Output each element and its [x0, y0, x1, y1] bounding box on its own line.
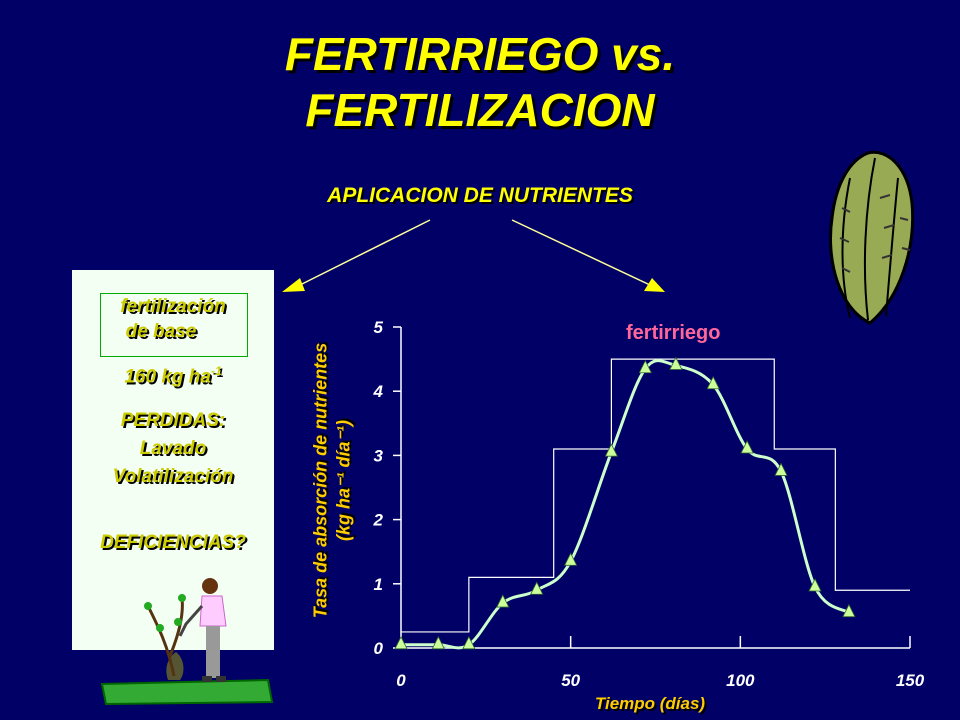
- data-point-marker: [462, 635, 476, 650]
- y-tick-label: 4: [373, 382, 384, 401]
- loss-volatilization: Volatilización: [112, 466, 234, 487]
- data-point-marker: [530, 581, 544, 595]
- data-point-marker: [564, 552, 578, 566]
- data-point-marker: [808, 578, 822, 592]
- y-axis-label-line-1: Tasa de absorción de nutrientes: [310, 342, 331, 619]
- x-tick-label: 50: [561, 671, 580, 690]
- deficiencies-question: DEFICIENCIAS?: [100, 532, 246, 553]
- box-line-1: fertilización: [120, 296, 226, 317]
- base-fertilization-box: [100, 293, 248, 357]
- x-tick-label: 100: [726, 671, 755, 690]
- y-tick-label: 0: [374, 639, 384, 658]
- data-point-marker: [669, 356, 683, 370]
- data-point-marker: [774, 462, 788, 476]
- y-tick-label: 5: [374, 318, 384, 337]
- title-line-1: FERTIRRIEGO vs.: [284, 28, 676, 80]
- chart-subtitle: APLICACION DE NUTRIENTES: [327, 184, 633, 207]
- fertirriego-step-line: [401, 358, 910, 633]
- x-tick-label: 150: [896, 671, 925, 690]
- dose-text: 160 kg ha: [124, 366, 211, 388]
- dose-exponent: -1: [210, 364, 222, 378]
- lettuce-icon: [829, 150, 915, 325]
- data-point-marker: [842, 603, 856, 618]
- farmer-watering-plant-icon: [100, 578, 274, 706]
- data-point-marker: [706, 375, 720, 390]
- box-line-2: de base: [125, 321, 197, 342]
- y-tick-label: 2: [373, 511, 384, 530]
- data-point-marker: [431, 635, 445, 650]
- title-line-2: FERTILIZACION: [305, 84, 655, 136]
- data-point-marker: [604, 443, 619, 457]
- dose-label: 160 kg ha-1: [72, 364, 274, 388]
- base-fertilization-panel: [72, 270, 274, 650]
- data-point-marker: [394, 635, 408, 650]
- data-point-marker: [638, 359, 652, 374]
- absorption-curve: [401, 359, 850, 650]
- data-point-marker: [740, 440, 754, 454]
- losses-title: PERDIDAS:: [120, 410, 226, 431]
- loss-leaching: Lavado: [139, 438, 207, 459]
- x-tick-label: 0: [396, 671, 406, 690]
- y-tick-label: 3: [374, 446, 384, 465]
- y-tick-label: 1: [374, 575, 383, 594]
- data-point-marker: [496, 594, 510, 608]
- x-axis-label: Tiempo (días): [594, 694, 706, 713]
- y-axis-label-line-2: (kg ha⁻¹ día⁻¹): [333, 420, 354, 541]
- series-label-fertirriego: fertirriego: [626, 322, 721, 344]
